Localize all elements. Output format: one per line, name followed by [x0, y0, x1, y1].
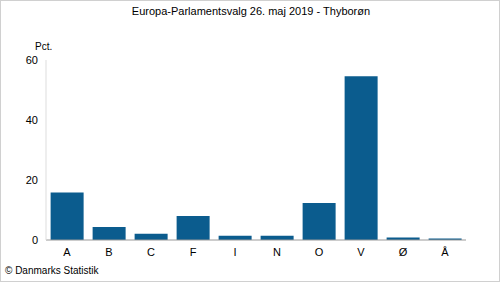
html-text:© Danmarks Statistik: © Danmarks Statistik [5, 265, 99, 276]
svg-text:0: 0 [32, 234, 38, 246]
svg-text:A: A [63, 246, 71, 258]
svg-text:F: F [190, 246, 197, 258]
html-text:Europa-Parlamentsvalg 26. maj: Europa-Parlamentsvalg 26. maj 2019 - Thy… [131, 5, 371, 17]
svg-text:60: 60 [26, 54, 38, 66]
svg-text:O: O [315, 246, 324, 258]
html-text:Pct.: Pct. [35, 41, 53, 52]
svg-text:20: 20 [26, 174, 38, 186]
svg-text:N: N [273, 246, 281, 258]
svg-text:Ø: Ø [399, 246, 408, 258]
svg-text:B: B [105, 246, 112, 258]
svg-text:I: I [233, 246, 236, 258]
svg-text:C: C [147, 246, 155, 258]
svg-text:Å: Å [441, 246, 449, 258]
svg-text:40: 40 [26, 114, 38, 126]
svg-text:V: V [357, 246, 365, 258]
